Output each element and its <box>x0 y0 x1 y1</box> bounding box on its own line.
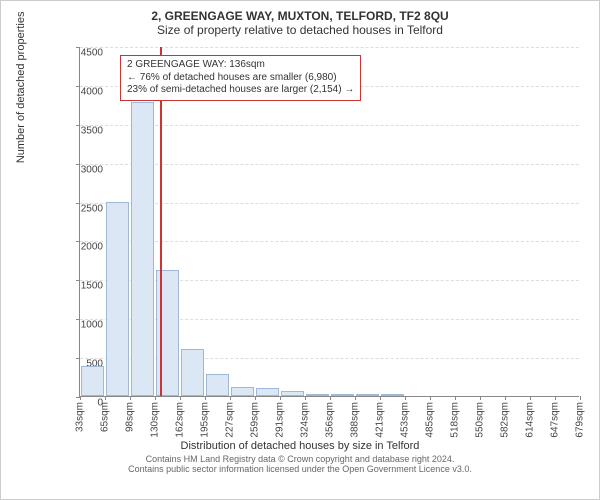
annotation-line-1: 2 GREENGAGE WAY: 136sqm <box>127 59 354 72</box>
chart-container: 2, GREENGAGE WAY, MUXTON, TELFORD, TF2 8… <box>0 0 600 500</box>
annotation-line-2: ← 76% of detached houses are smaller (6,… <box>127 72 354 85</box>
ytick-label: 4500 <box>63 48 103 59</box>
footer-licence: Contains public sector information licen… <box>11 464 589 474</box>
xtick-mark <box>205 396 206 400</box>
histogram-bar <box>206 374 230 396</box>
xtick-mark <box>405 396 406 400</box>
x-axis-label: Distribution of detached houses by size … <box>11 440 589 452</box>
ytick-label: 1500 <box>63 281 103 292</box>
histogram-bar <box>306 394 330 396</box>
gridline <box>80 164 579 165</box>
xtick-mark <box>480 396 481 400</box>
xtick-mark <box>580 396 581 400</box>
xtick-mark <box>105 396 106 400</box>
ytick-label: 2000 <box>63 242 103 253</box>
histogram-bar <box>331 394 355 396</box>
xtick-mark <box>355 396 356 400</box>
histogram-bar <box>181 349 205 396</box>
gridline <box>80 241 579 242</box>
xtick-label: 98sqm <box>125 402 136 432</box>
ytick-label: 4000 <box>63 86 103 97</box>
title-primary: 2, GREENGAGE WAY, MUXTON, TELFORD, TF2 8… <box>11 9 589 23</box>
histogram-bar <box>131 102 155 396</box>
chart-area: Number of detached properties 0500100015… <box>51 41 591 436</box>
histogram-bar <box>81 366 105 396</box>
xtick-mark <box>555 396 556 400</box>
ytick-label: 3000 <box>63 164 103 175</box>
histogram-bar <box>356 394 380 396</box>
xtick-label: 518sqm <box>450 402 461 438</box>
xtick-mark <box>505 396 506 400</box>
xtick-label: 485sqm <box>425 402 436 438</box>
xtick-label: 679sqm <box>575 402 586 438</box>
histogram-bar <box>231 387 255 396</box>
xtick-mark <box>380 396 381 400</box>
xtick-label: 614sqm <box>525 402 536 438</box>
annotation-line-3: 23% of semi-detached houses are larger (… <box>127 84 354 97</box>
xtick-label: 421sqm <box>375 402 386 438</box>
y-axis-label: Number of detached properties <box>15 11 27 163</box>
xtick-mark <box>180 396 181 400</box>
xtick-label: 195sqm <box>200 402 211 438</box>
annotation-box: 2 GREENGAGE WAY: 136sqm ← 76% of detache… <box>120 55 361 101</box>
xtick-label: 324sqm <box>300 402 311 438</box>
histogram-bar <box>256 388 280 396</box>
xtick-mark <box>230 396 231 400</box>
xtick-mark <box>530 396 531 400</box>
xtick-mark <box>430 396 431 400</box>
footer-copyright: Contains HM Land Registry data © Crown c… <box>11 454 589 464</box>
xtick-label: 259sqm <box>250 402 261 438</box>
xtick-mark <box>305 396 306 400</box>
xtick-mark <box>330 396 331 400</box>
histogram-bar <box>281 391 305 396</box>
gridline <box>80 203 579 204</box>
xtick-label: 453sqm <box>400 402 411 438</box>
histogram-bar <box>106 202 130 396</box>
xtick-label: 162sqm <box>175 402 186 438</box>
xtick-label: 582sqm <box>500 402 511 438</box>
xtick-mark <box>255 396 256 400</box>
ytick-label: 1000 <box>63 320 103 331</box>
ytick-label: 3500 <box>63 125 103 136</box>
xtick-mark <box>130 396 131 400</box>
xtick-mark <box>155 396 156 400</box>
gridline <box>80 125 579 126</box>
xtick-label: 130sqm <box>150 402 161 438</box>
xtick-mark <box>280 396 281 400</box>
xtick-label: 647sqm <box>550 402 561 438</box>
gridline <box>80 47 579 48</box>
histogram-bar <box>381 394 405 396</box>
xtick-label: 388sqm <box>350 402 361 438</box>
xtick-mark <box>80 396 81 400</box>
xtick-label: 33sqm <box>75 402 86 432</box>
xtick-label: 356sqm <box>325 402 336 438</box>
ytick-label: 2500 <box>63 203 103 214</box>
xtick-label: 550sqm <box>475 402 486 438</box>
plot-region: 05001000150020002500300035004000450033sq… <box>79 47 579 397</box>
xtick-label: 291sqm <box>275 402 286 438</box>
xtick-mark <box>455 396 456 400</box>
title-secondary: Size of property relative to detached ho… <box>11 23 589 37</box>
xtick-label: 227sqm <box>225 402 236 438</box>
xtick-label: 65sqm <box>100 402 111 432</box>
